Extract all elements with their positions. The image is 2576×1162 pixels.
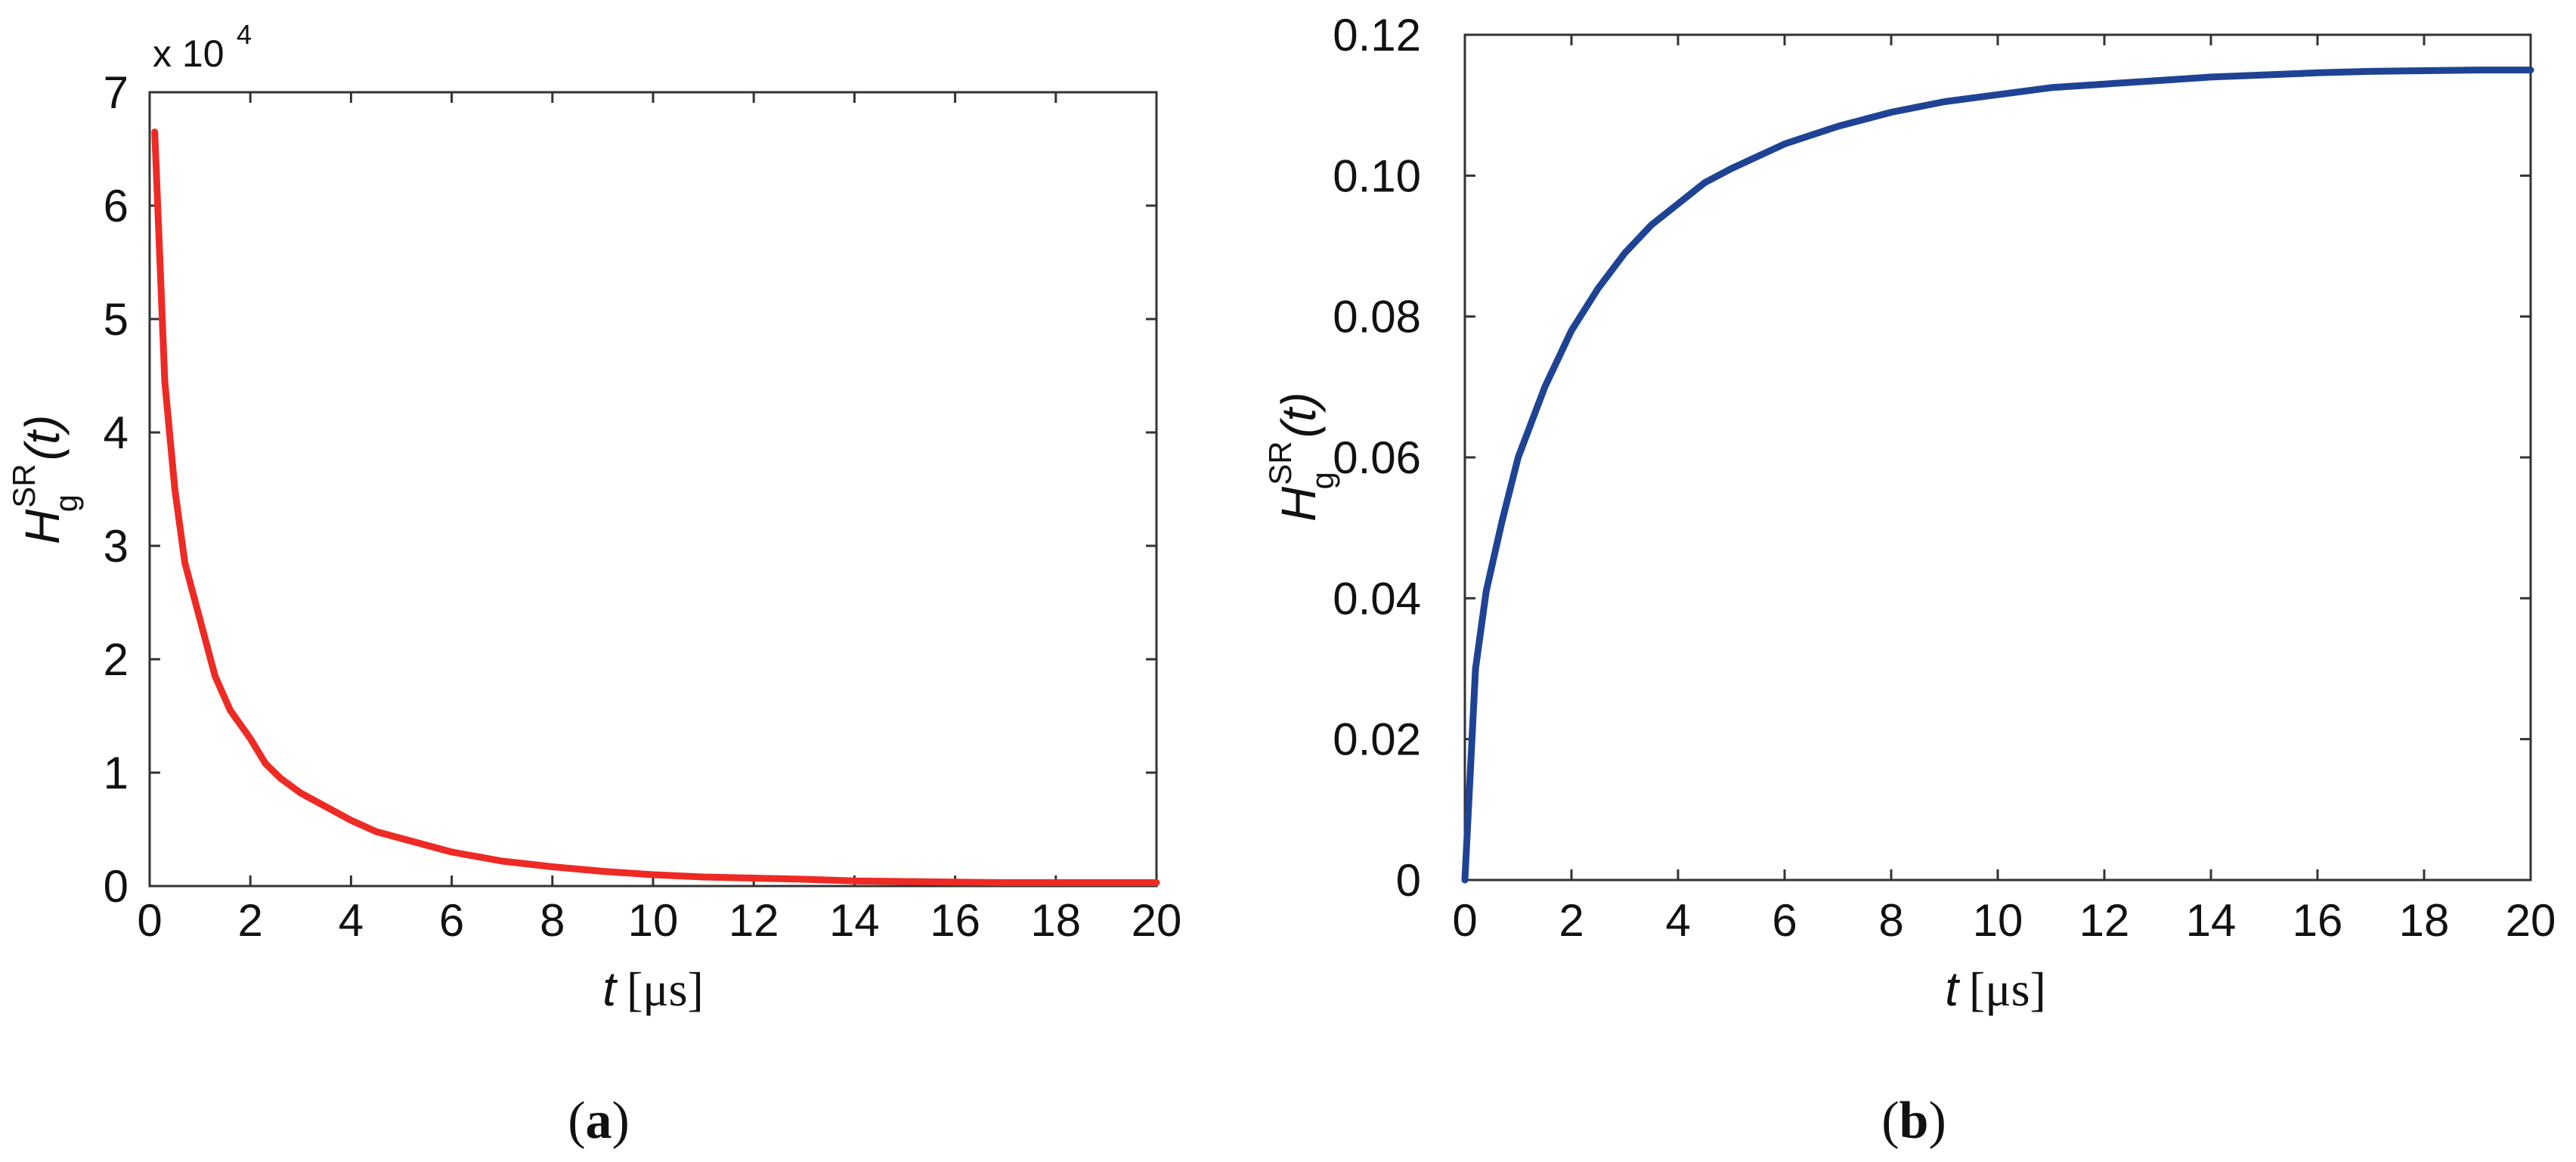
chart-panel-b: 0 2 4 6 8 10 12 14 16 18 20 0 0.02 0.04 0.06 0.08 0.10 0.… (1262, 10, 2556, 1150)
y-tick-label-a: 0 (104, 861, 128, 912)
x-tick-label-a: 14 (829, 895, 880, 946)
axis-ticks-b: 0 2 4 6 8 10 12 14 16 18 20 0 0.02 0.04 0.06 0.08 0.10 0.… (1333, 10, 2556, 946)
y-axis-label-b: HSR g(t) (1262, 392, 1340, 522)
y-tick-label-b: 0.06 (1333, 432, 1421, 483)
x-tick-label-b: 10 (1973, 895, 2023, 946)
y-multiplier-exponent: 4 (237, 19, 252, 50)
x-axis-label-a: t [μs] (602, 962, 704, 1016)
caption-a: (a) (568, 1092, 630, 1150)
y-tick-label-b: 0.08 (1333, 292, 1421, 342)
x-tick-label-b: 0 (1452, 895, 1477, 946)
y-tick-label-a: 4 (104, 407, 128, 458)
y-multiplier-text: x 10 (153, 33, 224, 75)
y-tick-label-b: 0.12 (1333, 10, 1421, 60)
y-tick-label-a: 7 (104, 67, 128, 118)
y-axis-label-a: HSR g(t) (6, 415, 84, 544)
plot-area-b (1463, 33, 2532, 882)
y-tick-label-b: 0 (1396, 855, 1421, 906)
x-tick-label-b: 14 (2186, 895, 2237, 946)
x-axis-label-b: t [μs] (1945, 962, 2046, 1016)
series-line-a (151, 129, 1160, 886)
x-tick-label-b: 20 (2506, 895, 2556, 946)
y-tick-label-a: 1 (104, 748, 128, 798)
x-tick-label-b: 2 (1559, 895, 1584, 946)
x-tick-label-a: 2 (238, 895, 263, 946)
x-tick-label-a: 6 (439, 895, 464, 946)
series-line-b (1461, 67, 2534, 884)
x-tick-label-b: 6 (1772, 895, 1797, 946)
y-tick-label-a: 5 (104, 294, 128, 345)
x-tick-label-b: 4 (1665, 895, 1690, 946)
x-tick-label-b: 8 (1878, 895, 1903, 946)
y-tick-label-b: 0.04 (1333, 573, 1421, 624)
x-tick-label-b: 18 (2399, 895, 2450, 946)
y-tick-label-b: 0.02 (1333, 714, 1421, 765)
x-tick-label-a: 0 (137, 895, 162, 946)
x-tick-label-a: 8 (540, 895, 565, 946)
y-tick-label-b: 0.10 (1333, 150, 1421, 201)
x-tick-label-a: 4 (339, 895, 364, 946)
y-multiplier-a: x 10 4 (153, 19, 252, 75)
plot-area-a (148, 91, 1158, 888)
x-tick-label-b: 12 (2079, 895, 2130, 946)
x-tick-label-a: 18 (1030, 895, 1081, 946)
y-tick-label-a: 2 (104, 634, 128, 685)
x-tick-label-a: 10 (628, 895, 679, 946)
caption-b: (b) (1881, 1092, 1946, 1150)
x-tick-label-a: 12 (729, 895, 779, 946)
x-tick-label-a: 16 (930, 895, 980, 946)
x-tick-label-b: 16 (2293, 895, 2343, 946)
y-tick-label-a: 6 (104, 181, 128, 231)
y-tick-label-a: 3 (104, 521, 128, 572)
x-tick-label-a: 20 (1132, 895, 1182, 946)
